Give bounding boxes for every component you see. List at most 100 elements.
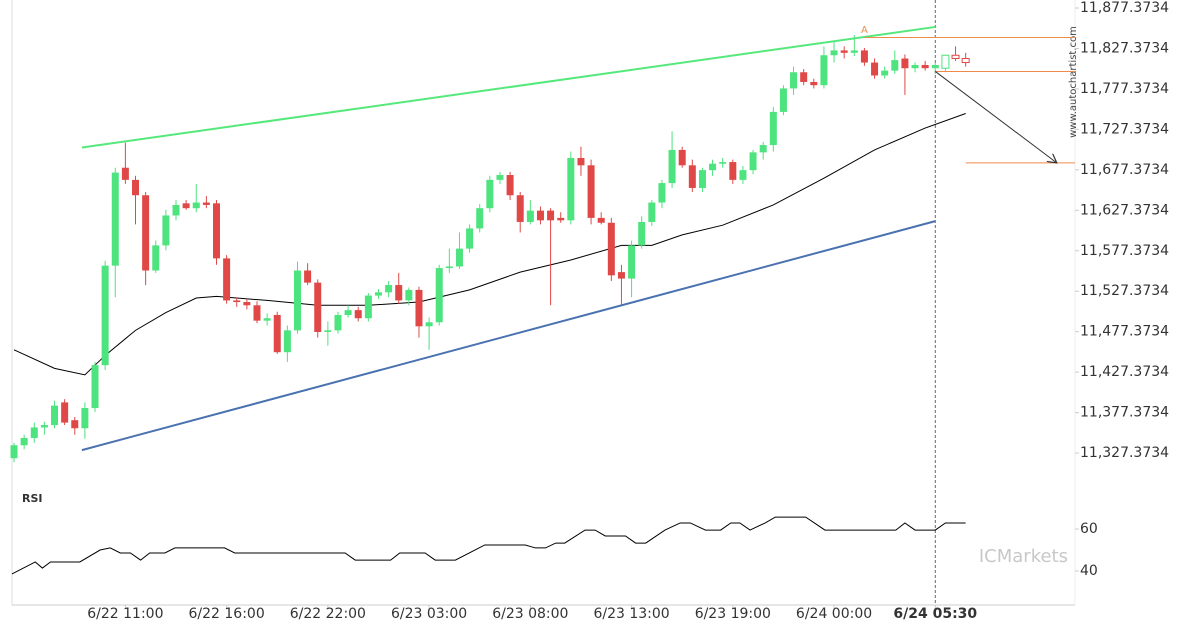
candle-body: [496, 175, 504, 180]
candle-body: [881, 70, 889, 76]
candle-body: [385, 285, 393, 293]
candle-body: [951, 54, 960, 59]
x-tick-label: 6/24 00:00: [796, 606, 872, 622]
candle-body: [931, 64, 939, 69]
x-tick-label: 6/23 03:00: [391, 606, 467, 622]
candle-body: [132, 179, 140, 196]
candle-body: [61, 402, 69, 423]
candle-body: [466, 228, 474, 249]
candle-body: [81, 408, 89, 429]
x-tick-label: 6/23 08:00: [492, 606, 568, 622]
watermark: www.autochartist.com: [1068, 26, 1079, 138]
candle-body: [253, 305, 261, 321]
candle-body: [749, 152, 757, 171]
candle-body: [273, 314, 281, 353]
candle-body: [961, 57, 970, 64]
candle-body: [40, 425, 48, 428]
x-tick-label: 6/22 22:00: [290, 606, 366, 622]
candle-body: [10, 445, 18, 459]
forecast-arrow: [934, 71, 1056, 162]
candle-body: [729, 162, 737, 180]
candle-body: [283, 330, 291, 353]
y-tick-label: 11,827.3734: [1080, 40, 1169, 56]
candle-body: [101, 265, 109, 366]
candle-body: [790, 72, 798, 89]
candle-body: [617, 272, 625, 279]
y-tick-label: 11,777.3734: [1080, 81, 1169, 97]
candle-body: [192, 202, 200, 209]
logo: ICMarkets: [979, 546, 1068, 567]
candle-body: [709, 163, 717, 171]
candle-body: [506, 175, 514, 196]
candle-body: [30, 427, 38, 438]
candle-body: [830, 50, 838, 56]
candle-body: [820, 55, 828, 86]
candle-body: [526, 210, 534, 222]
candle-body: [486, 179, 494, 209]
candle-body: [91, 365, 99, 409]
candle-body: [455, 248, 463, 267]
candle-body: [162, 215, 170, 246]
moving-average: [13, 113, 966, 376]
candle-body: [638, 221, 646, 246]
candle-body: [658, 183, 666, 203]
candle-body: [435, 268, 443, 323]
candle-body: [374, 292, 382, 296]
candle-body: [567, 158, 575, 221]
candle-body: [840, 50, 848, 53]
candle-body: [172, 204, 180, 216]
candle-body: [678, 149, 686, 166]
trend-line: [81, 25, 936, 149]
y-tick-label: 11,727.3734: [1080, 121, 1169, 137]
candle-body: [688, 165, 696, 188]
candle-body: [698, 170, 706, 188]
candle-body: [344, 310, 352, 315]
candle-body: [769, 111, 777, 146]
y-tick-label: 11,577.3734: [1080, 243, 1169, 259]
x-tick-label: 6/22 11:00: [87, 606, 163, 622]
x-tick-label: 6/22 16:00: [189, 606, 265, 622]
candle-body: [395, 285, 403, 301]
candle-body: [334, 314, 342, 331]
candle-body: [142, 195, 150, 271]
y-tick-label: 11,677.3734: [1080, 162, 1169, 178]
candle-body: [293, 270, 301, 331]
x-tick-label: 6/23 13:00: [593, 606, 669, 622]
candle-body: [20, 437, 28, 446]
candle-body: [51, 405, 59, 426]
y-tick-label: 11,427.3734: [1080, 364, 1169, 380]
candle-body: [668, 149, 676, 184]
candle-body: [223, 258, 231, 301]
candle-body: [739, 170, 747, 180]
candle-body: [850, 50, 858, 53]
candle-body: [182, 203, 190, 209]
trend-line: [81, 220, 936, 452]
rsi-tick-label: 40: [1080, 563, 1098, 579]
candle-body: [314, 282, 322, 332]
candle-body: [941, 54, 950, 69]
candle-body: [597, 217, 605, 223]
candle-body: [364, 295, 372, 319]
candle-body: [810, 81, 818, 86]
candle-body: [800, 72, 808, 82]
candle-body: [871, 62, 879, 76]
candle-body: [405, 289, 413, 301]
candle-body: [233, 300, 241, 303]
candle-body: [719, 162, 727, 164]
candle-body: [202, 202, 210, 205]
candle-body: [860, 50, 868, 63]
rsi-tick-label: 60: [1080, 521, 1098, 537]
candle-body: [648, 202, 656, 222]
candle-body: [243, 302, 251, 306]
y-tick-label: 11,877.3734: [1080, 0, 1169, 16]
candle-body: [425, 322, 433, 327]
candle-body: [536, 210, 544, 221]
candle-body: [547, 210, 555, 221]
annotation: A: [861, 25, 868, 36]
candle-body: [354, 310, 362, 319]
candle-body: [607, 222, 615, 276]
candle-body: [911, 64, 919, 69]
candle-body: [779, 88, 787, 112]
candle-body: [901, 58, 909, 69]
